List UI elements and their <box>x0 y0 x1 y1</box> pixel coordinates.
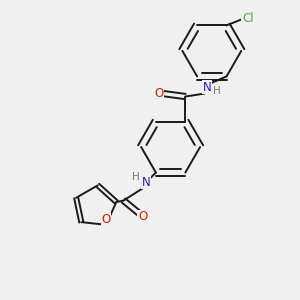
Text: O: O <box>101 213 111 226</box>
Text: Cl: Cl <box>242 11 254 25</box>
Text: H: H <box>132 172 140 182</box>
Text: O: O <box>138 210 147 223</box>
Text: N: N <box>142 176 151 189</box>
Text: O: O <box>154 87 164 100</box>
Text: N: N <box>202 81 211 94</box>
Text: H: H <box>213 86 221 96</box>
